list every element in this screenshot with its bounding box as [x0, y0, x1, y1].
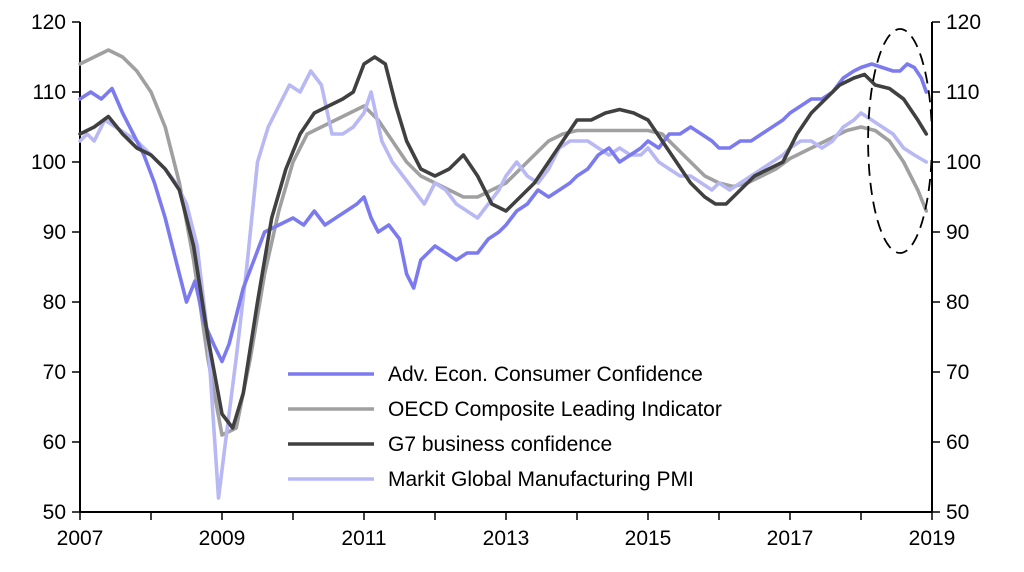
- right-y-tick-label: 90: [946, 221, 969, 244]
- x-tick-label: 2007: [57, 527, 104, 550]
- right-y-tick-label: 60: [946, 431, 969, 454]
- left-y-tick-label: 60: [43, 431, 66, 454]
- x-tick-label: 2013: [483, 527, 530, 550]
- highlight-ellipse: [867, 28, 933, 254]
- x-tick-label: 2011: [341, 527, 386, 550]
- right-y-tick-label: 70: [946, 361, 969, 384]
- left-y-tick-label: 50: [43, 501, 66, 524]
- right-y-tick-label: 120: [946, 11, 981, 34]
- annotation-layer: [867, 28, 933, 254]
- right-y-tick-label: 50: [946, 501, 969, 524]
- left-y-tick-label: 70: [43, 361, 66, 384]
- left-y-tick-label: 110: [33, 81, 66, 104]
- right-y-tick-label: 80: [946, 291, 969, 314]
- series-line-markit-global-manufacturing-pmi: [78, 69, 929, 500]
- legend: Adv. Econ. Consumer Confidence OECD Compo…: [288, 363, 722, 491]
- left-y-tick-label: 90: [43, 221, 66, 244]
- series-line-adv-econ-consumer-confidence: [78, 62, 929, 364]
- left-y-tick-label: 100: [31, 151, 66, 174]
- x-tick-label: 2019: [909, 527, 956, 550]
- right-y-tick-label: 110: [946, 81, 979, 104]
- x-tick-label: 2015: [625, 527, 672, 550]
- x-tick-label: 2017: [767, 527, 814, 550]
- legend-label: Adv. Econ. Consumer Confidence: [388, 363, 703, 386]
- right-y-tick-label: 100: [946, 151, 981, 174]
- left-y-tick-label: 80: [43, 291, 66, 314]
- legend-label: Markit Global Manufacturing PMI: [388, 468, 694, 491]
- series-line-g7-business-confidence: [78, 55, 929, 430]
- series-layer: [78, 48, 929, 500]
- axes-layer: 50 50 60 60 70 70 80 80 90 90 100 100 110 110 120 120 20…: [31, 11, 981, 550]
- legend-label: OECD Composite Leading Indicator: [388, 398, 722, 421]
- x-tick-label: 2009: [199, 527, 246, 550]
- series-line-oecd-composite-leading-indicator: [78, 48, 929, 437]
- legend-label: G7 business confidence: [388, 433, 612, 456]
- left-y-tick-label: 120: [31, 11, 66, 34]
